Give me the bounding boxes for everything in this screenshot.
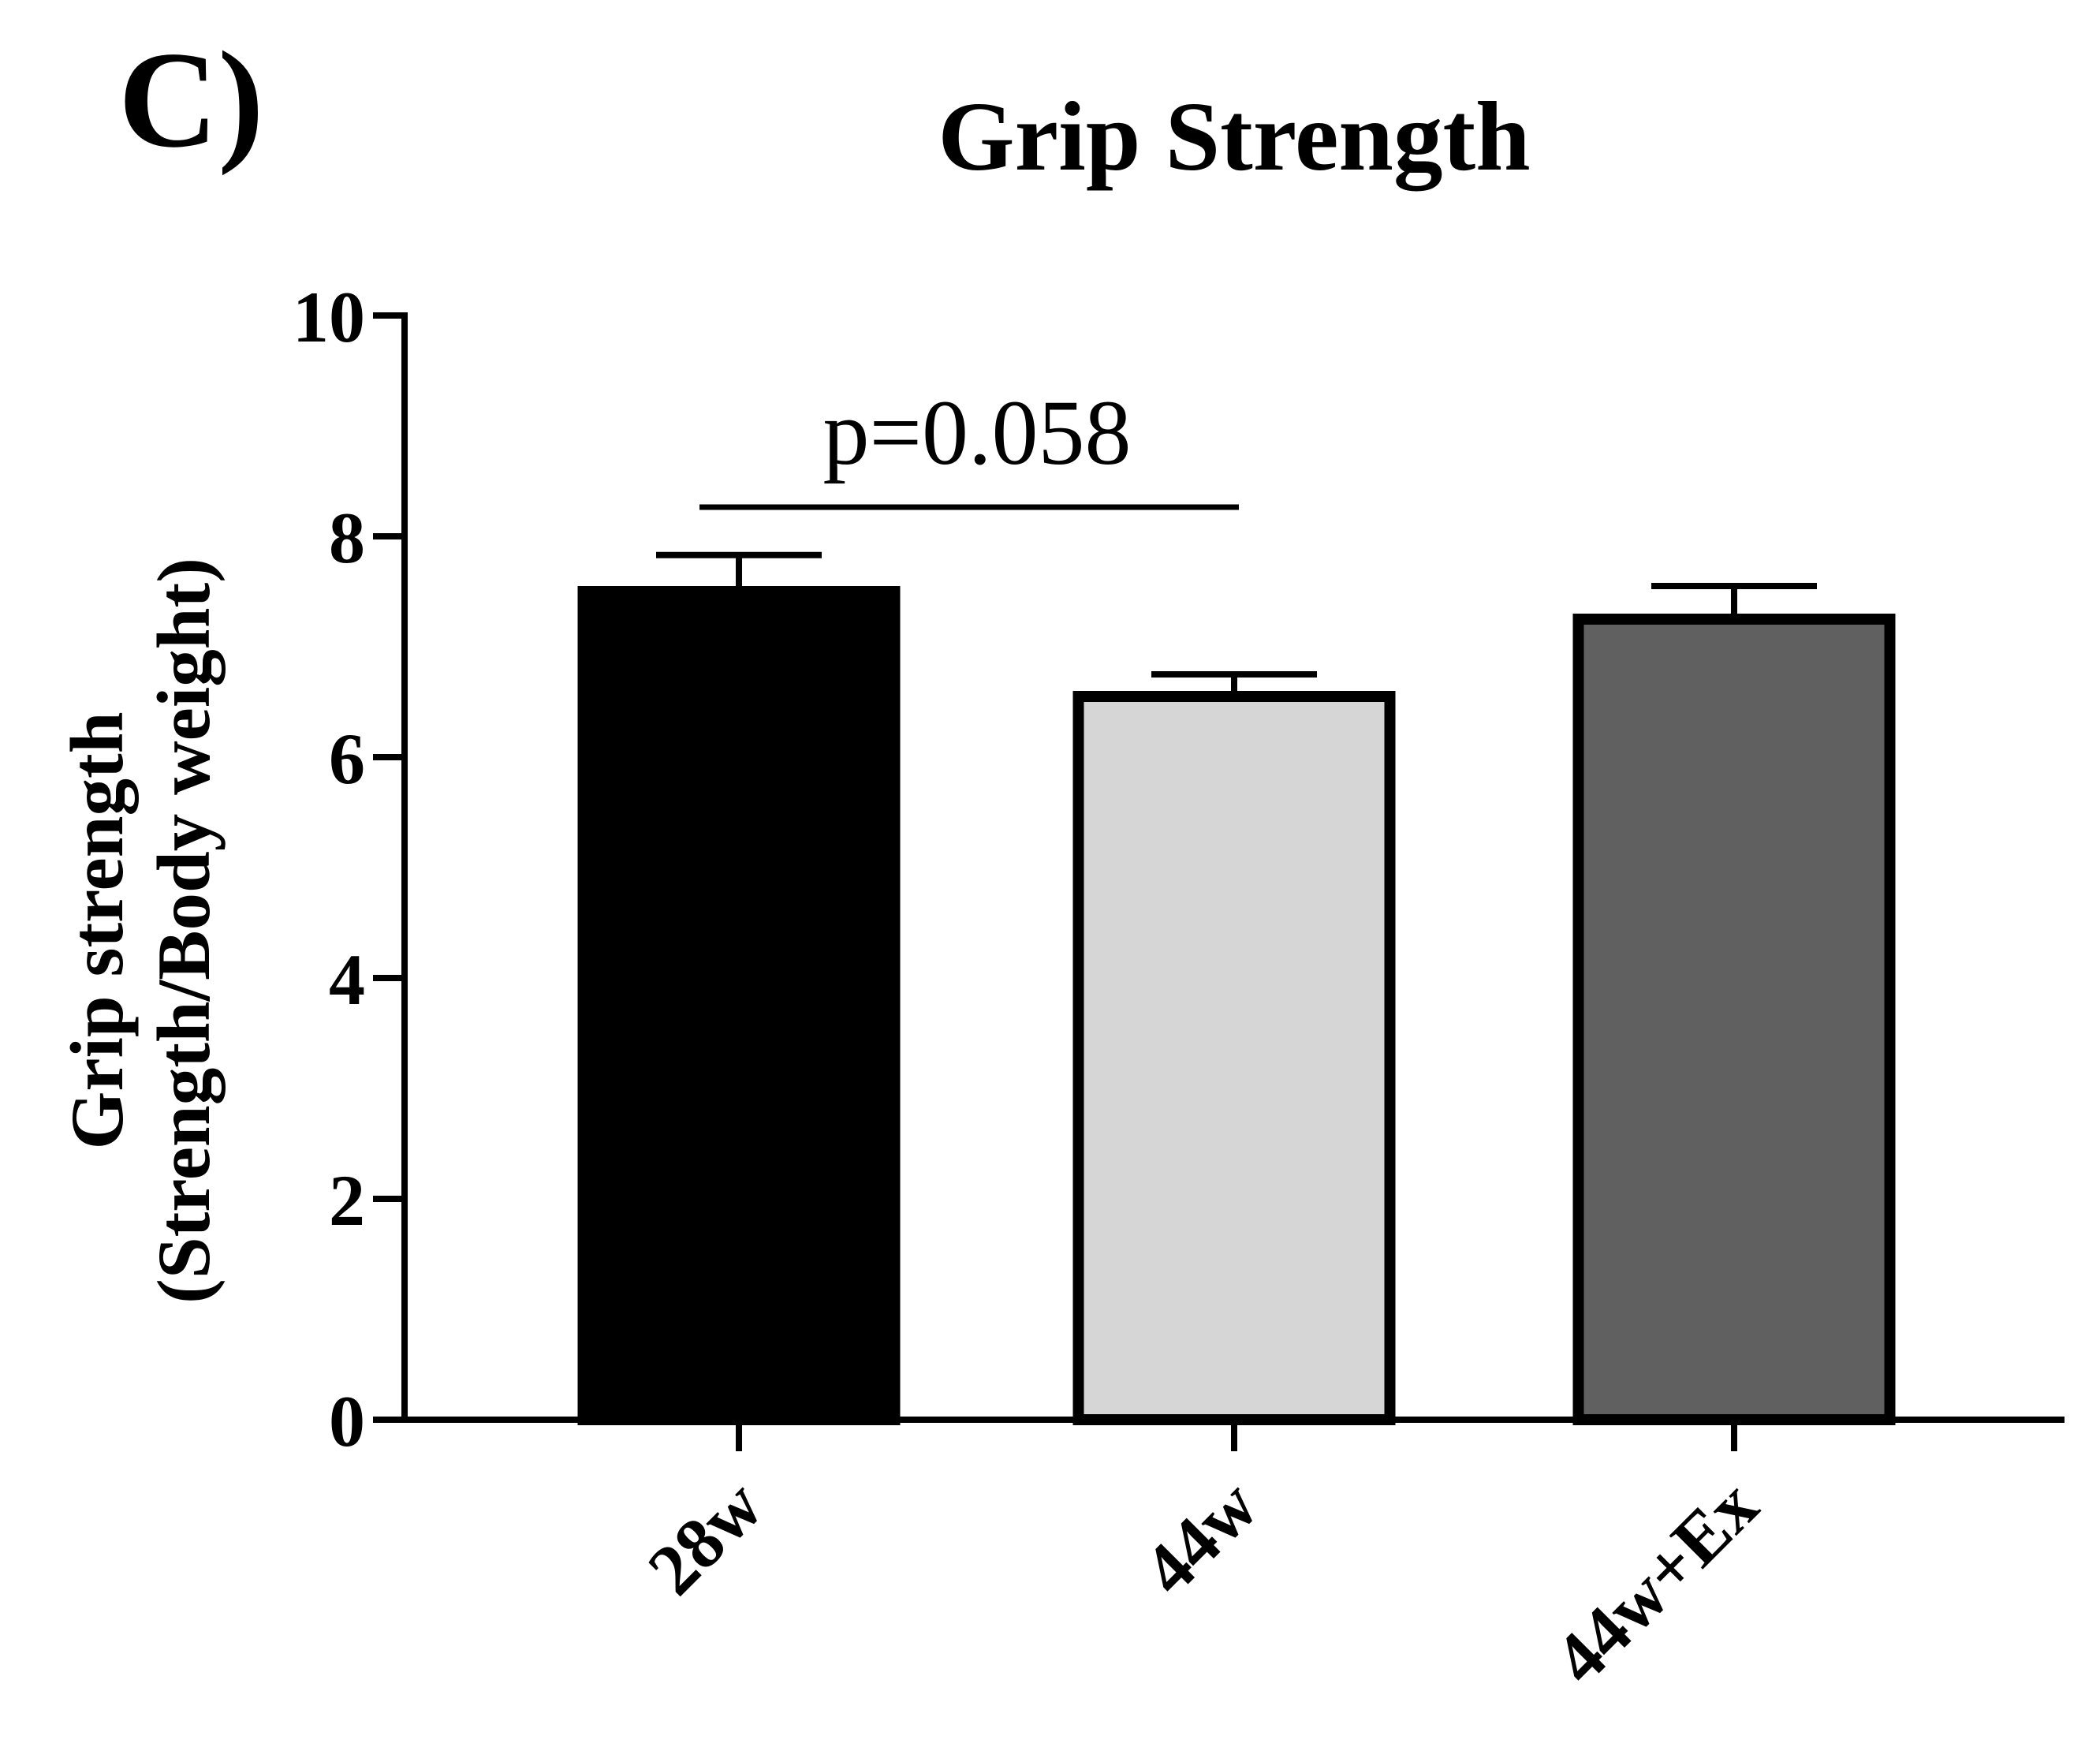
y-tick-label: 0: [329, 1381, 365, 1461]
bar: [577, 586, 901, 1425]
x-tick-label: 44w+Ex: [1539, 1465, 1773, 1699]
significance-label: p=0.058: [822, 381, 1131, 484]
chart-title: Grip Strength: [938, 83, 1530, 192]
y-tick-label: 6: [329, 719, 365, 799]
y-tick-label: 4: [329, 939, 365, 1020]
x-tick-label: 44w: [1128, 1465, 1273, 1610]
plot-area: 0 2 4 6 8 10 28w 44w 44w+Ex p=0.058: [293, 277, 2065, 1699]
y-tick-label: 8: [329, 498, 365, 578]
bar: [1072, 691, 1396, 1425]
y-axis-label: Grip strength (Strength/Body weight): [55, 558, 226, 1304]
y-axis-label-line1: Grip strength: [55, 711, 139, 1149]
panel-label: C): [118, 23, 264, 176]
y-tick-label: 10: [293, 277, 365, 357]
y-tick-label: 2: [329, 1160, 365, 1241]
y-axis-label-line2: (Strength/Body weight): [142, 558, 226, 1304]
bar: [1572, 614, 1896, 1425]
x-tick-label: 28w: [632, 1465, 778, 1610]
